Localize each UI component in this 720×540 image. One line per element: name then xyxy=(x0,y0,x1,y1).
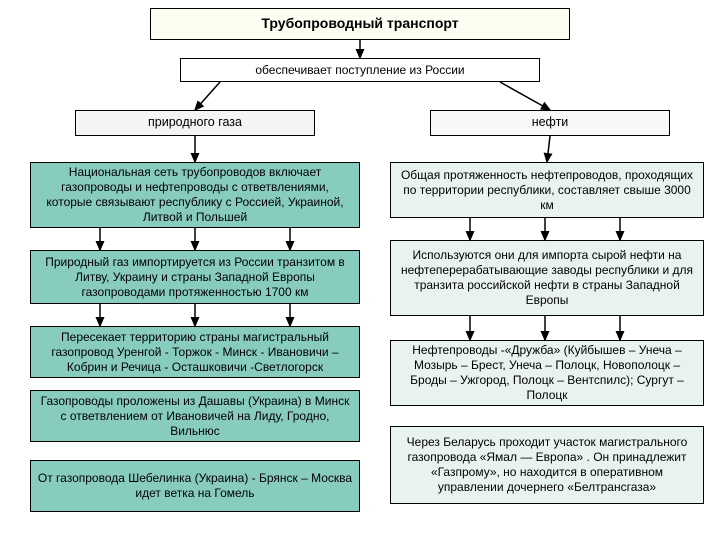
gas-node-5: От газопровода Шебелинка (Украина) - Бря… xyxy=(30,460,360,512)
gas-node-2-text: Природный газ импортируется из России тр… xyxy=(37,255,353,300)
oil-node-3: Нефтепроводы -«Дружба» (Куйбышев – Унеча… xyxy=(390,340,704,406)
gas-node-2: Природный газ импортируется из России тр… xyxy=(30,250,360,304)
title-box: Трубопроводный транспорт xyxy=(150,8,570,40)
gas-header-text: природного газа xyxy=(148,115,242,131)
gas-node-5-text: От газопровода Шебелинка (Украина) - Бря… xyxy=(37,471,353,501)
oil-node-4-text: Через Беларусь проходит участок магистра… xyxy=(397,435,697,495)
oil-node-1: Общая протяженность нефтепроводов, прохо… xyxy=(390,162,704,218)
oil-header: нефти xyxy=(430,110,670,136)
gas-node-3: Пересекает территорию страны магистральн… xyxy=(30,326,360,378)
title-text: Трубопроводный транспорт xyxy=(261,15,458,33)
gas-node-1: Национальная сеть трубопроводов включает… xyxy=(30,162,360,228)
gas-header: природного газа xyxy=(75,110,315,136)
subtitle-text: обеспечивает поступление из России xyxy=(255,63,464,78)
gas-node-4-text: Газопроводы проложены из Дашавы (Украина… xyxy=(37,394,353,439)
gas-node-3-text: Пересекает территорию страны магистральн… xyxy=(37,330,353,375)
gas-node-4: Газопроводы проложены из Дашавы (Украина… xyxy=(30,390,360,442)
oil-node-3-text: Нефтепроводы -«Дружба» (Куйбышев – Унеча… xyxy=(397,343,697,403)
oil-node-1-text: Общая протяженность нефтепроводов, прохо… xyxy=(397,168,697,213)
oil-node-4: Через Беларусь проходит участок магистра… xyxy=(390,426,704,504)
oil-header-text: нефти xyxy=(532,115,569,131)
subtitle-box: обеспечивает поступление из России xyxy=(180,58,540,82)
gas-node-1-text: Национальная сеть трубопроводов включает… xyxy=(37,165,353,225)
oil-node-2-text: Используются они для импорта сырой нефти… xyxy=(397,248,697,308)
oil-node-2: Используются они для импорта сырой нефти… xyxy=(390,240,704,316)
